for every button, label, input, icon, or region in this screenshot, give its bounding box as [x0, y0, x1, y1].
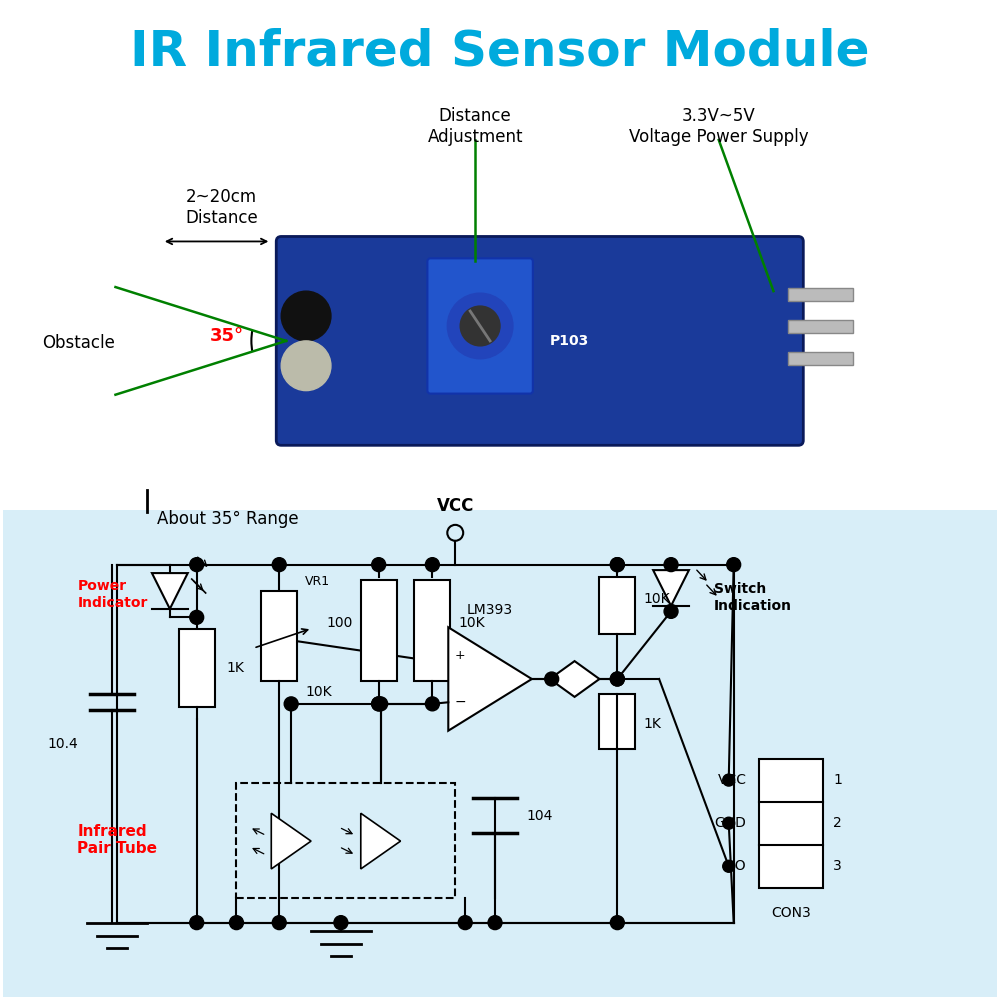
Circle shape	[610, 558, 624, 572]
Text: 10K: 10K	[643, 592, 670, 606]
Text: IR Infrared Sensor Module: IR Infrared Sensor Module	[130, 28, 870, 76]
Bar	[599, 577, 635, 634]
Circle shape	[425, 558, 439, 572]
Text: 35°: 35°	[209, 327, 244, 345]
FancyBboxPatch shape	[427, 258, 533, 394]
Circle shape	[664, 558, 678, 572]
Text: Obstacle: Obstacle	[43, 334, 115, 352]
Text: 1K: 1K	[227, 661, 244, 675]
Circle shape	[281, 341, 331, 391]
Bar	[414, 580, 450, 681]
Bar	[599, 694, 635, 749]
Polygon shape	[271, 813, 311, 869]
Text: VCC: VCC	[437, 497, 474, 515]
Circle shape	[458, 916, 472, 930]
Bar	[361, 580, 397, 681]
Circle shape	[460, 306, 500, 346]
Circle shape	[610, 558, 624, 572]
Text: Power
Indicator: Power Indicator	[77, 579, 148, 610]
Text: DO: DO	[725, 859, 747, 873]
Bar	[788, 352, 853, 365]
Text: −: −	[454, 695, 466, 709]
Text: 1K: 1K	[643, 717, 661, 731]
Circle shape	[374, 697, 388, 711]
Text: About 35° Range: About 35° Range	[157, 510, 299, 528]
Bar	[3, 3, 997, 510]
Bar	[788, 320, 853, 333]
Text: 2: 2	[833, 816, 842, 830]
Circle shape	[664, 604, 678, 618]
Text: VCC: VCC	[718, 773, 747, 787]
Circle shape	[372, 697, 386, 711]
Bar	[759, 759, 823, 888]
Text: P103: P103	[550, 334, 589, 348]
Circle shape	[447, 293, 513, 359]
Text: Switch
Indication: Switch Indication	[714, 582, 792, 613]
Text: 10K: 10K	[305, 685, 332, 699]
Text: 3: 3	[833, 859, 842, 873]
Text: VR1: VR1	[305, 575, 330, 588]
Circle shape	[284, 697, 298, 711]
Polygon shape	[152, 573, 188, 609]
Circle shape	[272, 558, 286, 572]
Text: 10K: 10K	[458, 616, 485, 630]
Circle shape	[723, 774, 735, 786]
Text: 2~20cm
Distance: 2~20cm Distance	[185, 188, 258, 227]
Polygon shape	[361, 813, 401, 869]
Circle shape	[488, 916, 502, 930]
Text: GND: GND	[715, 816, 747, 830]
Text: Distance
Adjustment: Distance Adjustment	[427, 107, 523, 146]
Circle shape	[727, 558, 741, 572]
Circle shape	[610, 916, 624, 930]
Text: 10.4: 10.4	[48, 737, 78, 751]
Circle shape	[190, 558, 204, 572]
Circle shape	[610, 672, 624, 686]
Bar	[179, 629, 215, 707]
Text: 104: 104	[527, 809, 553, 823]
Circle shape	[723, 860, 735, 872]
Circle shape	[723, 817, 735, 829]
Text: LM393: LM393	[467, 603, 513, 617]
Circle shape	[425, 697, 439, 711]
Text: +: +	[454, 649, 465, 662]
Bar	[788, 288, 853, 301]
Bar	[236, 783, 455, 898]
Circle shape	[372, 697, 386, 711]
Bar	[3, 510, 997, 997]
Circle shape	[334, 916, 348, 930]
Text: CON3: CON3	[771, 906, 811, 920]
Circle shape	[272, 916, 286, 930]
Text: Infrared
Pair Tube: Infrared Pair Tube	[77, 824, 157, 856]
Circle shape	[545, 672, 559, 686]
Circle shape	[610, 672, 624, 686]
FancyBboxPatch shape	[276, 236, 803, 445]
Circle shape	[372, 558, 386, 572]
Polygon shape	[653, 570, 689, 606]
Circle shape	[190, 916, 204, 930]
Text: 1: 1	[833, 773, 842, 787]
Bar	[261, 591, 297, 681]
Polygon shape	[550, 661, 599, 697]
Circle shape	[230, 916, 243, 930]
Polygon shape	[448, 627, 532, 731]
Circle shape	[190, 610, 204, 624]
Text: 3.3V~5V
Voltage Power Supply: 3.3V~5V Voltage Power Supply	[629, 107, 809, 146]
Text: 100: 100	[326, 616, 353, 630]
Circle shape	[281, 291, 331, 341]
